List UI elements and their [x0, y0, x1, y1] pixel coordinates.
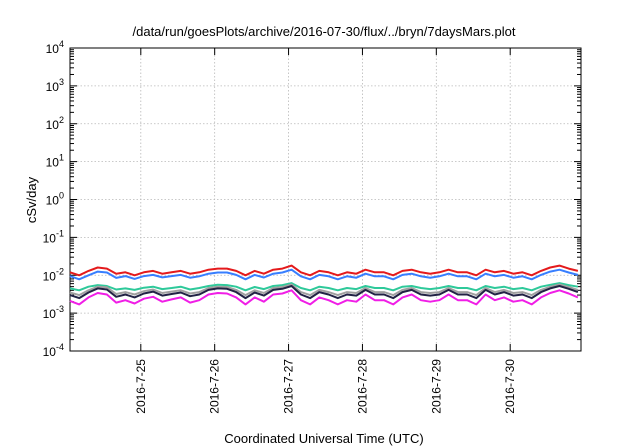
- y-tick-label: 102: [46, 115, 64, 132]
- series-line-4: [69, 283, 579, 297]
- x-tick-label: 2016-7-29: [429, 359, 443, 414]
- y-axis-label: cSv/day: [24, 176, 39, 223]
- y-tick-label: 10-4: [43, 342, 64, 359]
- x-tick-label: 2016-7-27: [282, 359, 296, 414]
- x-tick-label: 2016-7-30: [503, 359, 517, 414]
- y-tick-label: 103: [46, 77, 64, 94]
- series-line-5: [69, 285, 579, 300]
- x-tick-label: 2016-7-28: [355, 359, 369, 414]
- x-tick-label: 2016-7-25: [134, 359, 148, 414]
- y-tick-label: 104: [46, 39, 64, 56]
- chart-title: /data/run/goesPlots/archive/2016-07-30/f…: [133, 24, 516, 39]
- y-tick-label: 10-3: [43, 304, 64, 321]
- y-axis-ticks: 104 103 102 101 100 10-1 10-2 10-3 10-4: [43, 39, 581, 359]
- x-tick-label: 2016-7-26: [208, 359, 222, 414]
- grid-lines: [70, 48, 581, 351]
- series-line-1: [69, 264, 579, 277]
- series-line-6: [69, 289, 579, 306]
- x-axis-ticks: 2016-7-25 2016-7-26 2016-7-27 2016-7-28 2016…: [134, 48, 517, 414]
- x-axis-label: Coordinated Universal Time (UTC): [224, 431, 423, 446]
- y-tick-label: 101: [46, 153, 64, 170]
- y-tick-label: 100: [46, 191, 64, 208]
- y-tick-label: 10-2: [43, 266, 64, 283]
- series-line-3: [69, 282, 579, 292]
- y-tick-label: 10-1: [43, 228, 64, 245]
- data-series: [69, 264, 579, 306]
- series-line-2: [69, 268, 579, 281]
